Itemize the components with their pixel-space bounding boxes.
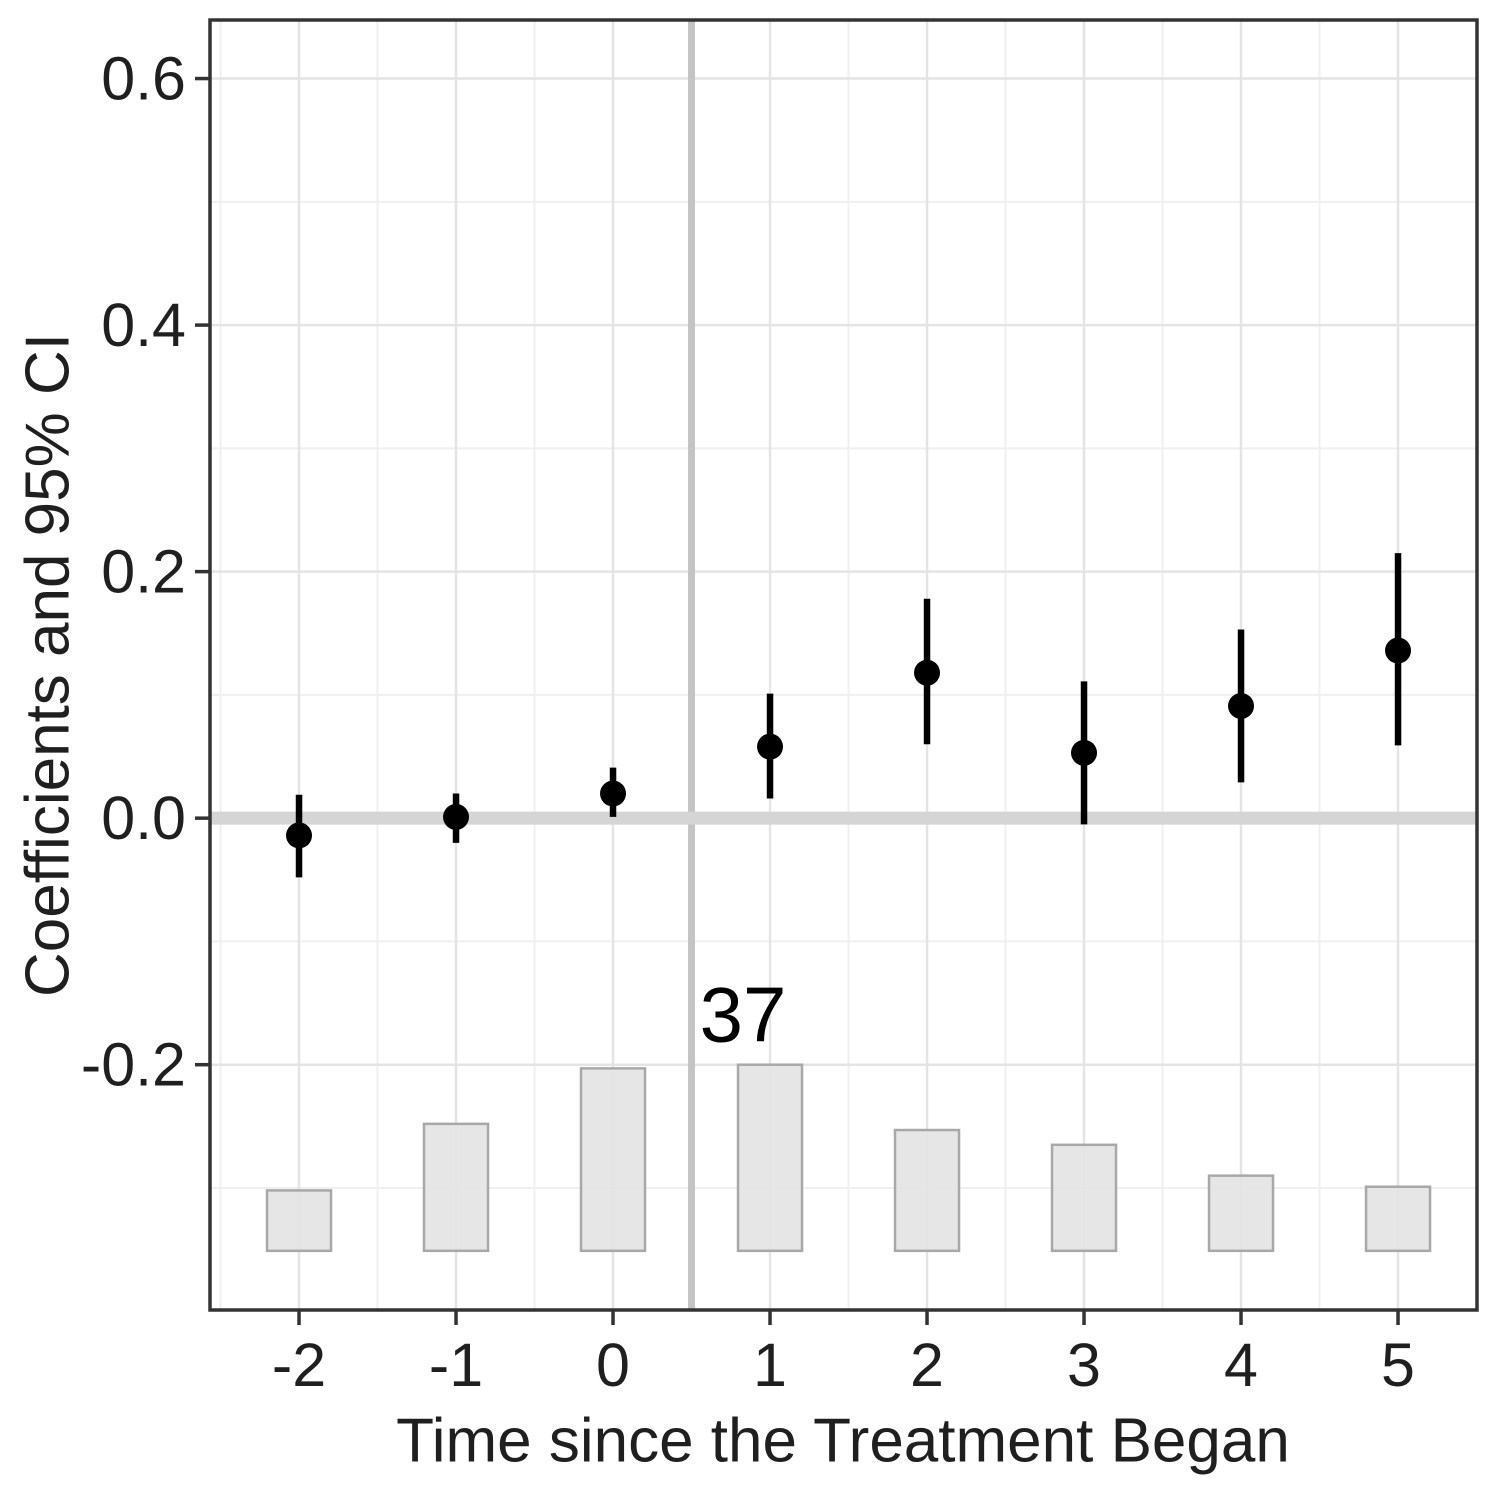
histogram-bar bbox=[422, 1122, 490, 1253]
coefficient-point bbox=[757, 733, 784, 760]
bar-count-label: 37 bbox=[699, 970, 787, 1059]
coefficient-point bbox=[914, 659, 941, 686]
histogram-bar bbox=[579, 1067, 647, 1253]
y-tick-label: 0.4 bbox=[101, 291, 186, 359]
histogram-bar bbox=[893, 1128, 961, 1253]
y-axis-title: Coefficients and 95% CI bbox=[13, 332, 83, 998]
histogram-bar bbox=[736, 1063, 804, 1253]
x-tick-label: 5 bbox=[1381, 1331, 1415, 1399]
x-tick-label: 1 bbox=[753, 1331, 787, 1399]
coefficient-point bbox=[443, 803, 470, 830]
histogram-bar bbox=[265, 1189, 333, 1253]
y-tick-label: 0.2 bbox=[101, 538, 186, 606]
y-tick-label: 0.0 bbox=[101, 784, 186, 852]
panel-border bbox=[208, 18, 1479, 1312]
coefficient-point bbox=[1071, 739, 1098, 766]
x-tick-label: 2 bbox=[910, 1331, 944, 1399]
zero-reference-line bbox=[210, 811, 1477, 825]
panel-background bbox=[210, 20, 1477, 1310]
histogram-bar bbox=[1207, 1174, 1275, 1253]
coefficient-point bbox=[600, 780, 627, 807]
x-tick-label: 4 bbox=[1224, 1331, 1258, 1399]
histogram-bar bbox=[1050, 1143, 1118, 1253]
coefficient-point bbox=[1385, 637, 1412, 664]
coefficient-point bbox=[286, 822, 313, 849]
y-tick-label: 0.6 bbox=[101, 45, 186, 113]
x-tick-label: -1 bbox=[429, 1331, 483, 1399]
coefficient-point bbox=[1228, 692, 1255, 719]
x-tick-label: 3 bbox=[1067, 1331, 1101, 1399]
x-tick-label: -2 bbox=[272, 1331, 326, 1399]
y-tick-label: -0.2 bbox=[81, 1031, 186, 1099]
x-tick-label: 0 bbox=[596, 1331, 630, 1399]
x-axis-title: Time since the Treatment Began bbox=[396, 1406, 1290, 1476]
histogram-bar bbox=[1364, 1185, 1432, 1253]
